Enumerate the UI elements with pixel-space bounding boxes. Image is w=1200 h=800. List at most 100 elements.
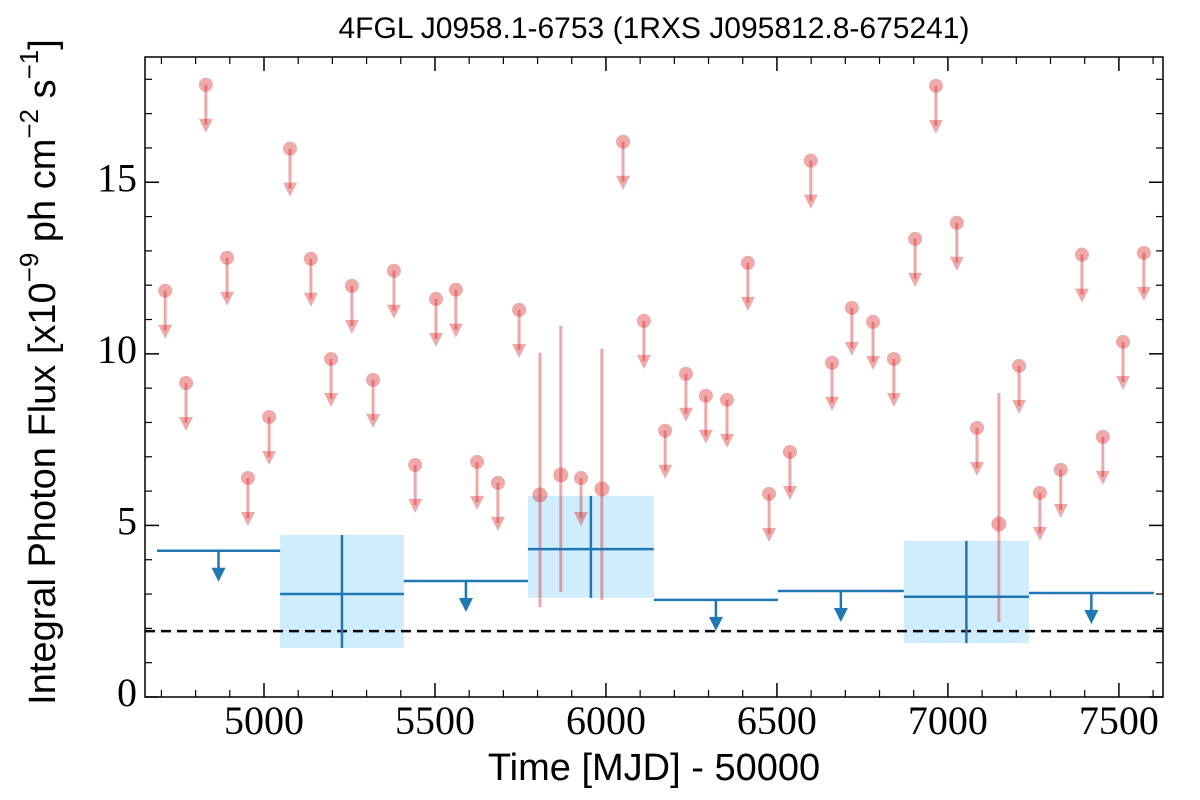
upper-limit-point: [512, 302, 527, 317]
upper-limit-point: [220, 250, 235, 265]
upper-limit-point: [866, 314, 881, 329]
upper-limit-head: [740, 296, 755, 311]
x-tick-label: 6000: [566, 698, 646, 743]
upper-limit-head: [678, 407, 693, 422]
upper-limit-point: [740, 255, 755, 270]
upper-limit-point: [324, 351, 339, 366]
upper-limit-point: [1074, 247, 1089, 262]
upper-limit-head: [470, 495, 485, 510]
upper-limit-head: [344, 319, 359, 334]
detection-point: [532, 487, 548, 503]
upper-limit-point: [240, 471, 255, 486]
plot-frame: [144, 56, 1164, 698]
upper-limit-head: [179, 417, 194, 432]
bin-upper-limit-head: [708, 616, 723, 631]
y-label-part: ]: [22, 39, 64, 50]
upper-limit-head: [844, 341, 859, 356]
upper-limit-head: [366, 413, 381, 428]
upper-limit-head: [720, 433, 735, 448]
y-label-part: −2: [14, 109, 44, 139]
upper-limit-point: [344, 278, 359, 293]
y-label-part: −9: [14, 253, 44, 283]
y-tick-label: 0: [117, 670, 137, 715]
upper-limit-point: [908, 231, 923, 246]
bin-upper-limit-head: [1084, 610, 1099, 625]
upper-limit-head: [573, 512, 588, 527]
upper-limit-head: [1074, 288, 1089, 303]
upper-limit-head: [866, 355, 881, 370]
upper-limit-point: [762, 486, 777, 501]
upper-limit-point: [698, 388, 713, 403]
bin-upper-limit-head: [211, 567, 226, 582]
upper-limit-point: [720, 392, 735, 407]
upper-limit-head: [198, 118, 213, 133]
y-label-part: ph cm: [22, 139, 64, 253]
upper-limit-point: [949, 215, 964, 230]
y-label-part: Integral Photon Flux [x10: [22, 282, 64, 704]
upper-limit-head: [1095, 470, 1110, 485]
detection-point: [594, 481, 610, 497]
upper-limit-point: [262, 409, 277, 424]
upper-limit-head: [408, 499, 423, 514]
y-tick-label: 5: [117, 499, 137, 544]
upper-limit-head: [782, 485, 797, 500]
upper-limit-point: [928, 78, 943, 93]
upper-limit-point: [803, 153, 818, 168]
upper-limit-head: [240, 512, 255, 527]
x-tick-label: 6500: [737, 698, 817, 743]
upper-limit-point: [198, 77, 213, 92]
upper-limit-head: [324, 392, 339, 407]
upper-limit-head: [262, 450, 277, 465]
upper-limit-head: [949, 256, 964, 271]
detection-point: [553, 467, 569, 483]
upper-limit-point: [470, 454, 485, 469]
upper-limit-head: [803, 194, 818, 209]
upper-limit-point: [678, 366, 693, 381]
x-tick-label: 5500: [395, 698, 475, 743]
y-tick-label: 15: [97, 155, 137, 200]
upper-limit-head: [1053, 503, 1068, 518]
upper-limit-head: [429, 332, 444, 347]
upper-limit-head: [824, 396, 839, 411]
upper-limit-point: [490, 475, 505, 490]
upper-limit-point: [969, 420, 984, 435]
upper-limit-point: [1053, 462, 1068, 477]
x-tick-label: 7500: [1079, 698, 1159, 743]
upper-limit-point: [366, 372, 381, 387]
x-tick-label: 5000: [224, 698, 304, 743]
upper-limit-point: [386, 263, 401, 278]
upper-limit-point: [429, 291, 444, 306]
upper-limit-head: [386, 304, 401, 319]
upper-limit-head: [1012, 399, 1027, 414]
upper-limit-point: [158, 283, 173, 298]
upper-limit-head: [448, 323, 463, 338]
upper-limit-point: [179, 376, 194, 391]
upper-limit-point: [1136, 245, 1151, 260]
upper-limit-point: [1012, 358, 1027, 373]
upper-limit-head: [1136, 286, 1151, 301]
y-label-part: s: [22, 79, 64, 109]
upper-limit-point: [616, 134, 631, 149]
bin-upper-limit-head: [458, 598, 473, 613]
upper-limit-head: [762, 527, 777, 542]
upper-limit-point: [448, 282, 463, 297]
upper-limit-head: [512, 343, 527, 358]
upper-limit-head: [886, 392, 901, 407]
upper-limit-head: [636, 354, 651, 369]
upper-limit-point: [824, 355, 839, 370]
upper-limit-point: [1032, 485, 1047, 500]
upper-limit-head: [1032, 526, 1047, 541]
y-label-part: −1: [14, 50, 44, 80]
upper-limit-point: [282, 141, 297, 156]
x-tick-label: 7000: [908, 698, 988, 743]
upper-limit-head: [969, 461, 984, 476]
chart-title: 4FGL J0958.1-6753 (1RXS J095812.8-675241…: [339, 12, 970, 45]
upper-limit-point: [573, 471, 588, 486]
upper-limit-point: [636, 313, 651, 328]
upper-limit-point: [1115, 334, 1130, 349]
upper-limit-head: [158, 324, 173, 339]
y-tick-label: 10: [97, 327, 137, 372]
y-axis-label: Integral Photon Flux [x10−9 ph cm−2 s−1]: [14, 39, 64, 705]
upper-limit-point: [303, 251, 318, 266]
upper-limit-head: [698, 429, 713, 444]
